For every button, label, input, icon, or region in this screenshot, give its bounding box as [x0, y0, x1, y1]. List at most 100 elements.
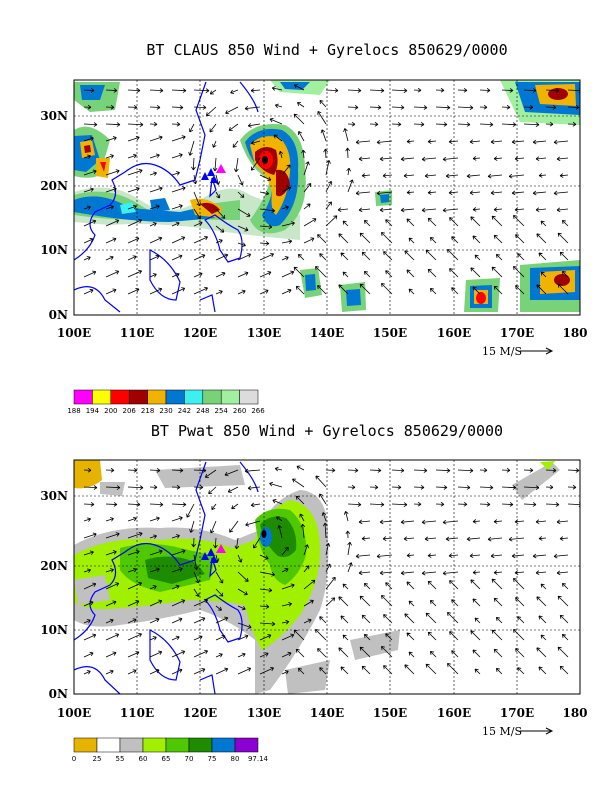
wind-vector: [230, 89, 239, 95]
wind-vector: [231, 503, 239, 510]
panel-claus: BT CLAUS 850 Wind + Gyrelocs 850629/0000: [40, 41, 587, 415]
wind-vector: [325, 201, 332, 210]
wind-vector: [212, 157, 218, 172]
wind-vector: [209, 123, 217, 133]
wind-vector: [105, 502, 118, 507]
wind-vector: [237, 667, 252, 675]
wind-vector: [457, 87, 468, 93]
wind-vector: [540, 271, 547, 278]
wind-vector: [293, 629, 305, 641]
wind-vector: [247, 485, 261, 491]
wind-vector: [532, 190, 547, 196]
wind-vector: [274, 466, 283, 472]
wind-vector: [193, 484, 204, 490]
wind-vector: [363, 582, 371, 590]
wind-vector: [319, 667, 327, 675]
wind-vector: [361, 614, 371, 624]
svg-text:15 M/S: 15 M/S: [482, 725, 522, 738]
wind-vector: [259, 174, 272, 182]
wind-vector: [281, 164, 291, 176]
wind-vector: [215, 667, 229, 675]
wind-vector: [127, 549, 140, 556]
wind-vector: [193, 598, 209, 607]
wind-vector: [545, 121, 554, 127]
wind-vector: [83, 467, 92, 473]
wind-vector: [105, 633, 120, 641]
panel-title: BT Pwat 850 Wind + Gyrelocs 850629/0000: [151, 422, 503, 440]
wind-vector: [317, 234, 327, 244]
wind-vector: [379, 207, 393, 213]
wind-vector: [259, 241, 270, 246]
wind-vector: [127, 581, 143, 590]
wind-vector: [347, 541, 352, 556]
wind-vector: [347, 502, 362, 507]
wind-vector: [277, 525, 283, 539]
wind-vector: [149, 236, 163, 244]
wind-vector: [470, 579, 481, 590]
wind-vector: [191, 537, 196, 548]
wind-vector: [193, 208, 201, 220]
wind-vector: [171, 502, 187, 507]
wind-vector: [457, 105, 474, 110]
wind-vector: [559, 536, 569, 541]
wind-vector: [540, 220, 547, 227]
wind-vector: [188, 140, 195, 156]
wind-vector: [237, 622, 252, 629]
wind-vector: [303, 182, 312, 193]
wind-vector: [105, 582, 120, 590]
wind-vector: [451, 287, 459, 295]
svg-text:20N: 20N: [40, 179, 68, 193]
wind-vector: [149, 468, 161, 473]
colorbar-label: 260: [233, 407, 246, 415]
wind-vector: [376, 553, 393, 559]
wind-vector: [301, 149, 306, 159]
wind-vector: [470, 630, 481, 641]
wind-vector: [425, 663, 437, 675]
wind-vector: [105, 270, 120, 278]
wind-vector: [83, 122, 98, 127]
wind-vector: [493, 234, 503, 244]
wind-vector: [338, 233, 349, 244]
svg-text:0N: 0N: [49, 308, 68, 322]
wind-vector: [472, 156, 481, 161]
wind-vector: [259, 190, 270, 196]
wind-vector: [491, 629, 503, 641]
wind-vector: [297, 102, 305, 108]
wind-vector: [338, 647, 349, 658]
wind-vector: [237, 571, 249, 582]
colorbar-swatch: [119, 737, 144, 753]
wind-vector: [320, 129, 327, 142]
wind-vector: [212, 140, 217, 148]
wind-vector: [171, 516, 183, 522]
wind-vector: [83, 532, 97, 539]
wind-vector: [83, 502, 95, 507]
wind-vector: [215, 653, 223, 658]
wind-vector: [535, 519, 547, 525]
wind-vector: [171, 567, 183, 573]
wind-vector: [493, 285, 503, 295]
wind-vector: [215, 253, 229, 261]
wind-vector: [171, 549, 186, 556]
wind-vector: [171, 135, 186, 142]
wind-vector: [448, 553, 459, 558]
wind-vector: [193, 221, 203, 227]
wind-vector: [321, 512, 327, 522]
svg-text:10N: 10N: [40, 243, 68, 257]
wind-vector: [406, 190, 415, 195]
wind-vector: [535, 207, 547, 213]
wind-vector: [105, 169, 120, 176]
wind-vector: [553, 553, 569, 559]
wind-vector: [191, 157, 196, 171]
wind-vector: [325, 88, 339, 93]
wind-vector: [300, 523, 306, 539]
wind-vector: [501, 122, 517, 127]
panel-title: BT CLAUS 850 Wind + Gyrelocs 850629/0000: [146, 41, 507, 59]
wind-vector: [319, 493, 327, 505]
wind-vector: [325, 597, 336, 607]
wind-vector: [303, 544, 309, 556]
colorbar-label: 206: [123, 407, 137, 415]
wind-vector: [105, 669, 114, 675]
wind-vector: [319, 616, 327, 624]
wind-vector: [561, 582, 569, 590]
wind-vector: [501, 485, 517, 490]
